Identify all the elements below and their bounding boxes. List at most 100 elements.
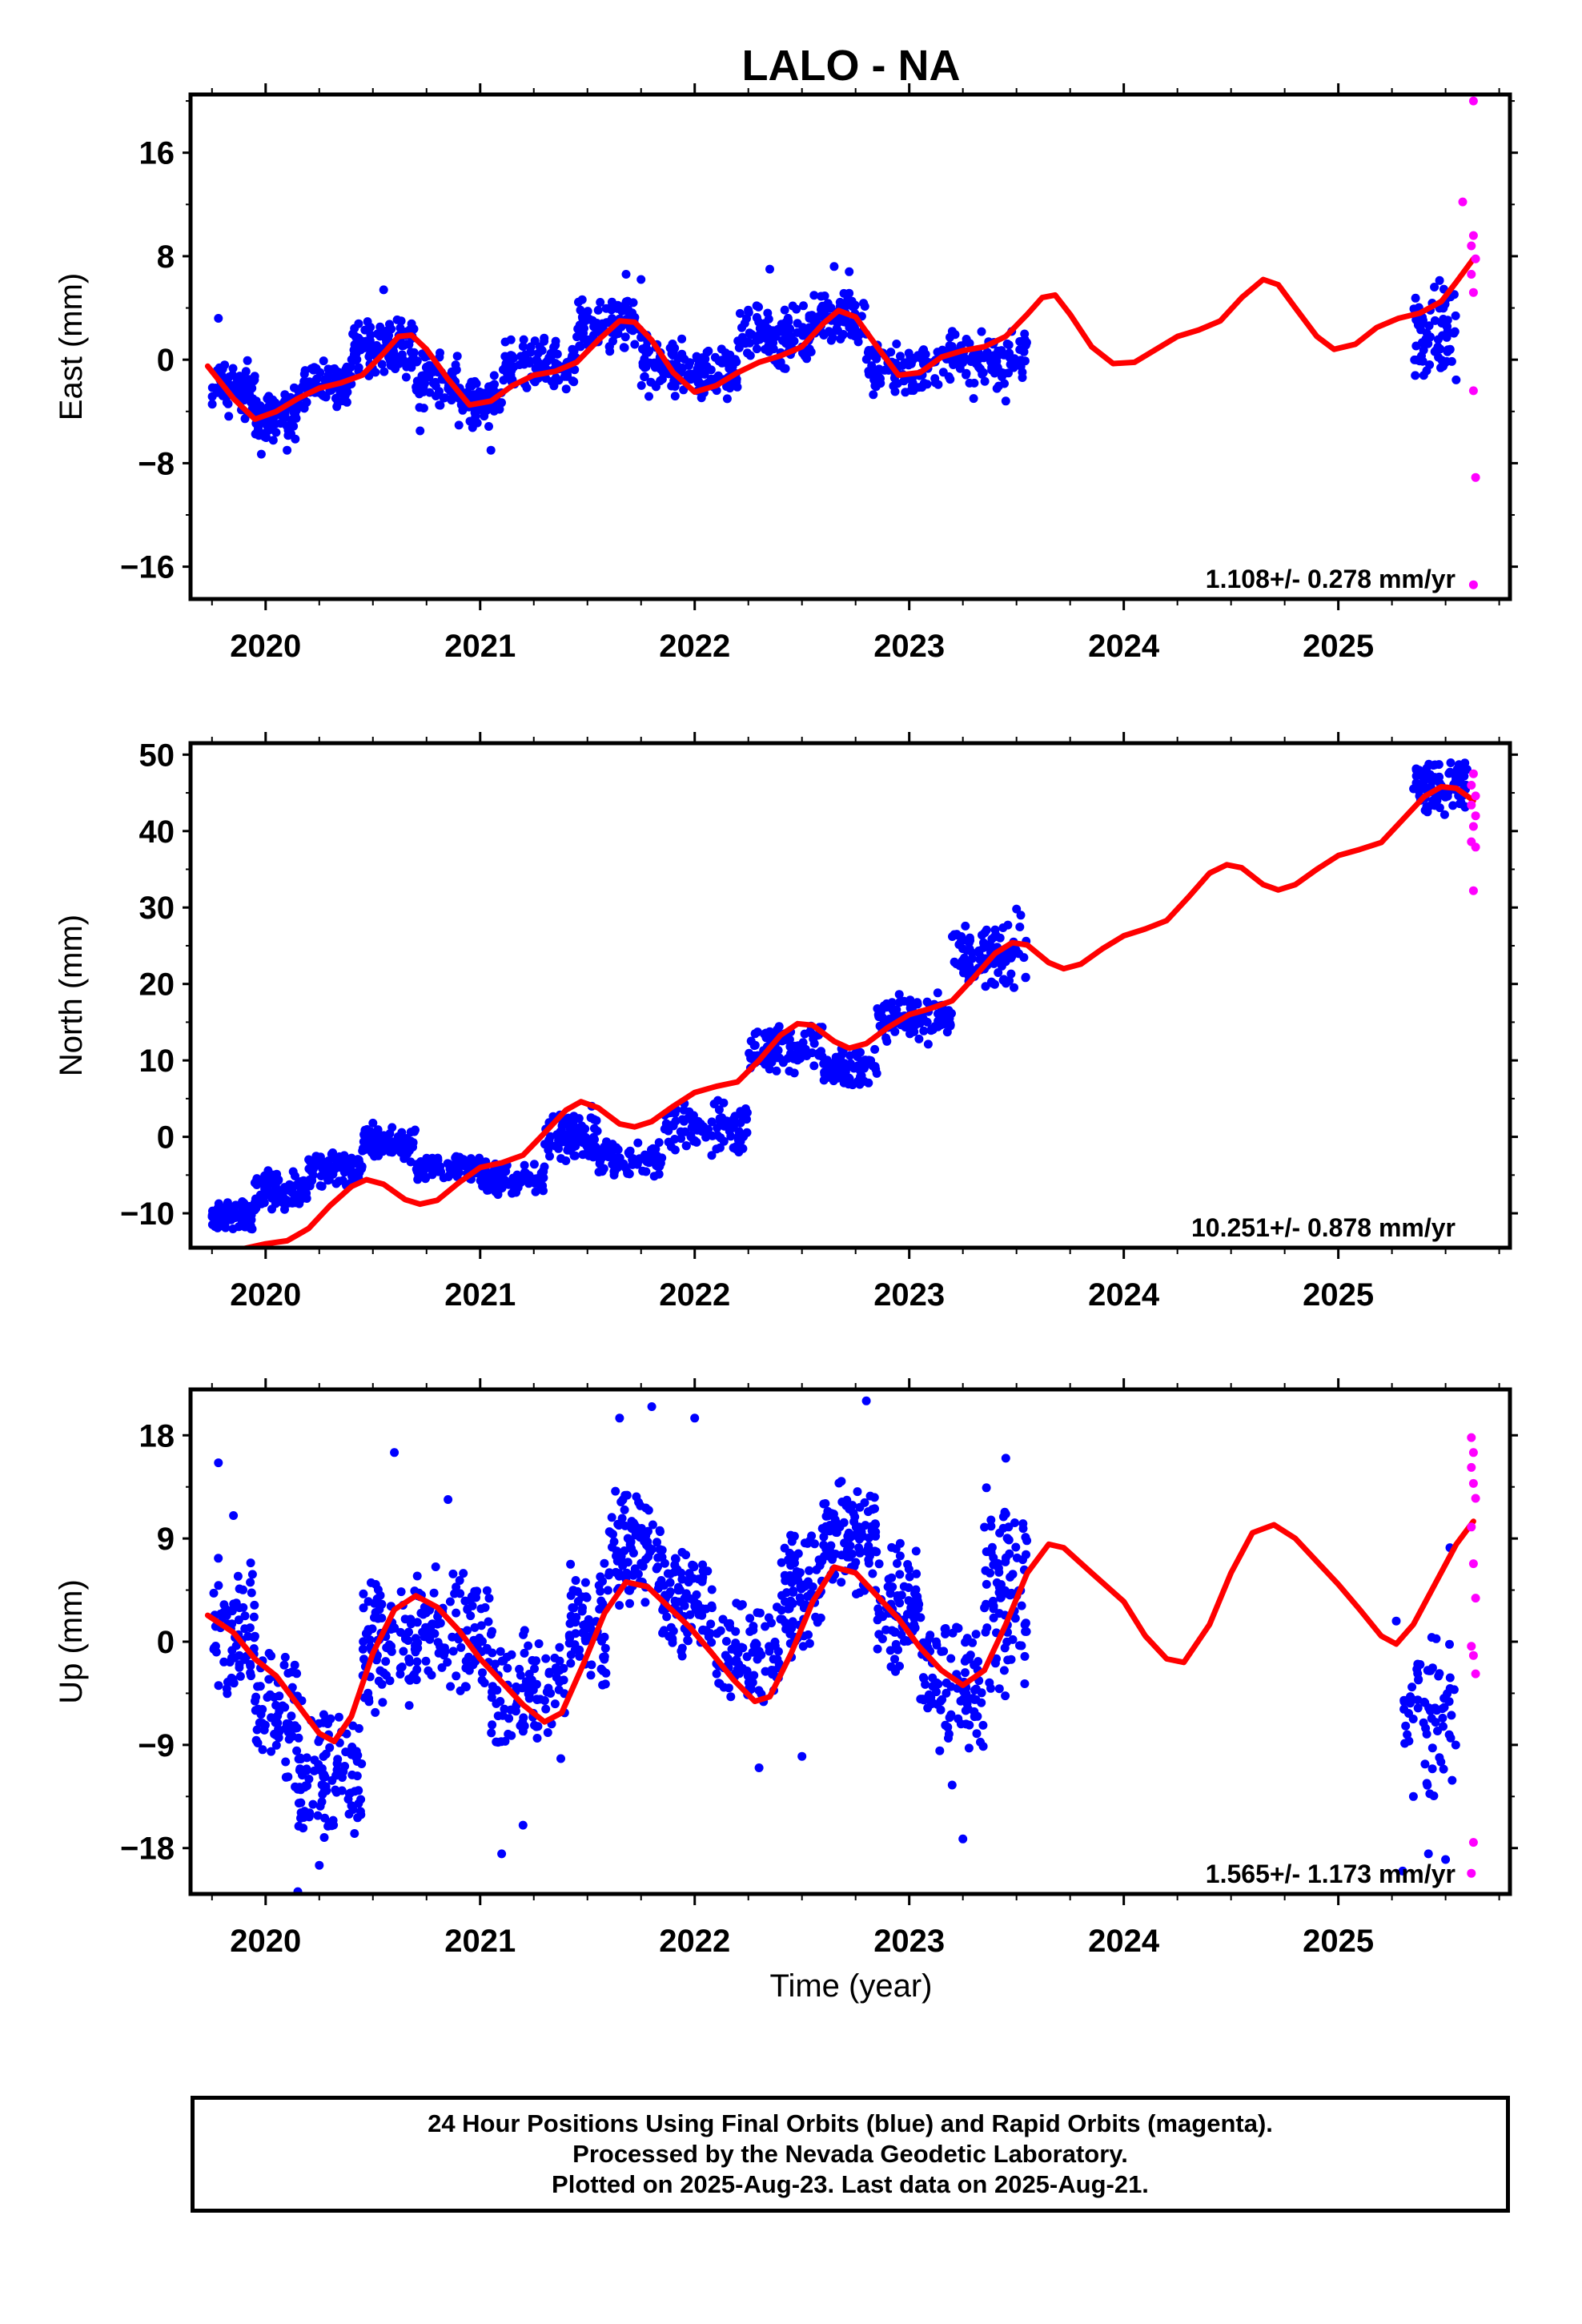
up-final-point: [609, 1537, 619, 1546]
up-final-point: [580, 1622, 590, 1630]
up-final-point: [315, 1801, 325, 1811]
north-final-point: [568, 1142, 578, 1152]
up-x-tick-label: 2024: [1088, 1924, 1160, 1959]
up-final-point: [1414, 1675, 1423, 1684]
up-final-point: [683, 1635, 693, 1645]
up-final-point: [319, 1710, 328, 1719]
east-final-point: [826, 336, 836, 345]
east-final-point: [412, 356, 422, 366]
north-final-point: [252, 1175, 262, 1184]
north-final-point: [887, 998, 897, 1007]
east-final-point: [241, 376, 251, 385]
up-final-point: [864, 1558, 873, 1568]
east-final-point: [892, 340, 901, 348]
north-final-point: [986, 942, 996, 951]
east-final-point: [283, 445, 292, 455]
east-final-point: [685, 371, 694, 380]
up-final-point: [302, 1753, 311, 1763]
east-final-point: [280, 390, 290, 400]
up-final-point: [1422, 1729, 1431, 1739]
up-final-point: [448, 1647, 458, 1656]
east-final-point: [247, 384, 257, 393]
north-final-point: [569, 1151, 579, 1160]
up-final-point: [895, 1551, 905, 1561]
up-final-point: [385, 1676, 395, 1686]
east-final-point: [667, 349, 677, 359]
up-final-point: [319, 1718, 328, 1727]
north-model-curve: [241, 783, 1476, 1248]
up-final-point: [677, 1651, 687, 1661]
east-final-point: [468, 423, 477, 432]
up-final-point: [445, 1597, 455, 1606]
east-final-point: [1411, 293, 1420, 303]
north-final-point: [459, 1155, 468, 1164]
up-final-point: [748, 1647, 757, 1657]
north-frame: [188, 741, 1512, 1250]
north-final-point: [958, 956, 967, 966]
north-y-axis-label: North (mm): [54, 915, 89, 1076]
north-final-point: [1419, 774, 1428, 783]
up-final-point: [600, 1655, 609, 1664]
east-final-point: [1018, 373, 1027, 382]
up-final-point: [887, 1573, 897, 1582]
east-final-point: [744, 308, 753, 317]
north-final-point: [753, 1027, 762, 1037]
north-final-point: [390, 1140, 400, 1149]
up-final-point: [946, 1654, 956, 1663]
east-final-point: [817, 310, 827, 320]
up-final-point: [251, 1696, 259, 1706]
east-final-point: [463, 388, 472, 397]
up-final-point: [455, 1576, 464, 1585]
up-rapid-point: [1471, 1594, 1480, 1603]
up-final-point: [825, 1526, 834, 1536]
up-final-point: [255, 1718, 264, 1727]
north-final-point: [913, 998, 922, 1007]
up-x-tick-label: 2020: [230, 1924, 301, 1959]
up-final-point: [660, 1558, 669, 1568]
up-final-point: [891, 1667, 900, 1676]
up-final-point: [871, 1520, 881, 1530]
east-final-point: [385, 320, 394, 329]
up-final-point: [433, 1612, 443, 1622]
east-final-point: [597, 319, 607, 328]
north-final-point: [427, 1161, 436, 1171]
up-final-point: [564, 1631, 574, 1641]
up-final-point: [519, 1713, 528, 1723]
east-final-point: [752, 312, 761, 322]
up-final-point: [858, 1531, 868, 1541]
up-x-tick-label: 2021: [444, 1924, 516, 1959]
east-final-point: [350, 340, 359, 349]
north-final-point: [633, 1138, 643, 1148]
north-final-point: [491, 1187, 500, 1196]
east-final-point: [909, 384, 918, 394]
up-final-point: [689, 1561, 698, 1570]
north-final-point: [654, 1138, 664, 1148]
up-final-point: [222, 1605, 231, 1614]
up-final-point: [988, 1596, 998, 1606]
north-final-point: [933, 988, 942, 998]
up-final-point: [615, 1601, 624, 1610]
up-final-point: [496, 1737, 506, 1747]
up-final-point: [805, 1536, 814, 1546]
east-final-point: [228, 364, 238, 373]
up-final-point: [358, 1644, 367, 1654]
north-final-point: [284, 1184, 294, 1194]
east-final-point: [291, 413, 301, 423]
up-final-point: [873, 1644, 882, 1654]
north-final-point: [742, 1128, 752, 1137]
east-final-point: [520, 360, 529, 369]
up-final-point: [1021, 1533, 1030, 1542]
up-final-point: [854, 1522, 864, 1532]
up-final-point: [941, 1629, 950, 1638]
up-final-point: [659, 1626, 669, 1635]
east-final-point: [575, 320, 584, 330]
up-final-point: [532, 1734, 542, 1743]
up-final-point: [885, 1646, 895, 1655]
east-final-point: [278, 412, 287, 421]
up-final-point: [1003, 1534, 1013, 1544]
up-final-point: [290, 1660, 299, 1670]
east-final-point: [224, 372, 234, 382]
east-final-point: [454, 420, 464, 430]
east-final-point: [604, 342, 614, 352]
east-final-point: [931, 378, 940, 388]
